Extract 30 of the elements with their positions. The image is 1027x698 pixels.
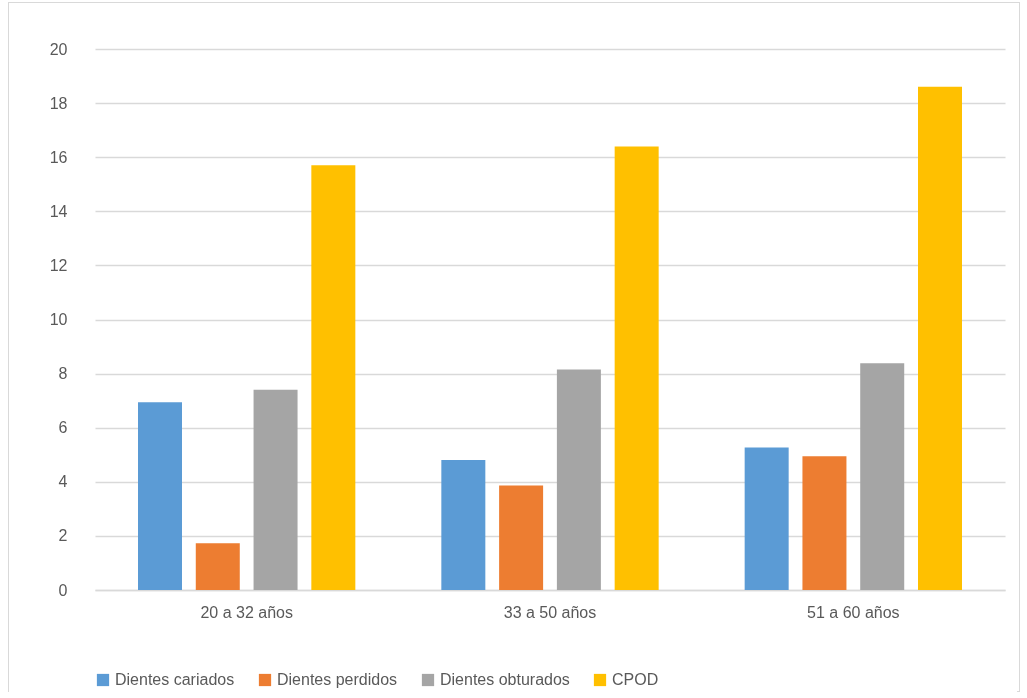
bar xyxy=(253,389,298,590)
legend-label: Dientes perdidos xyxy=(277,671,398,688)
y-tick-label: 10 xyxy=(49,311,68,328)
y-tick-label: 12 xyxy=(49,256,68,274)
bar xyxy=(744,447,789,590)
y-tick-label: 0 xyxy=(58,581,68,599)
bar xyxy=(195,543,240,590)
legend-label: CPOD xyxy=(612,671,659,688)
y-tick-label: 8 xyxy=(58,365,68,383)
bar xyxy=(614,146,659,590)
bar xyxy=(556,369,601,590)
legend-label: Dientes obturados xyxy=(440,671,570,688)
bar xyxy=(138,402,182,590)
bar xyxy=(802,456,847,590)
legend-label: Dientes cariados xyxy=(115,671,235,688)
bar xyxy=(860,363,905,590)
bar xyxy=(499,485,544,590)
y-tick-label: 16 xyxy=(49,148,68,166)
y-tick-label: 4 xyxy=(58,473,68,491)
bar xyxy=(311,165,356,590)
y-tick-label: 2 xyxy=(58,527,68,545)
bar xyxy=(441,459,486,590)
y-tick-label: 14 xyxy=(49,202,68,220)
bar xyxy=(918,86,962,590)
x-tick-label: 33 a 50 años xyxy=(503,603,597,621)
x-tick-label: 20 a 32 años xyxy=(200,603,293,621)
y-tick-label: 18 xyxy=(49,94,68,112)
y-tick-label: 20 xyxy=(49,40,68,58)
y-tick-label: 6 xyxy=(58,419,68,437)
x-tick-label: 51 a 60 años xyxy=(807,603,900,621)
